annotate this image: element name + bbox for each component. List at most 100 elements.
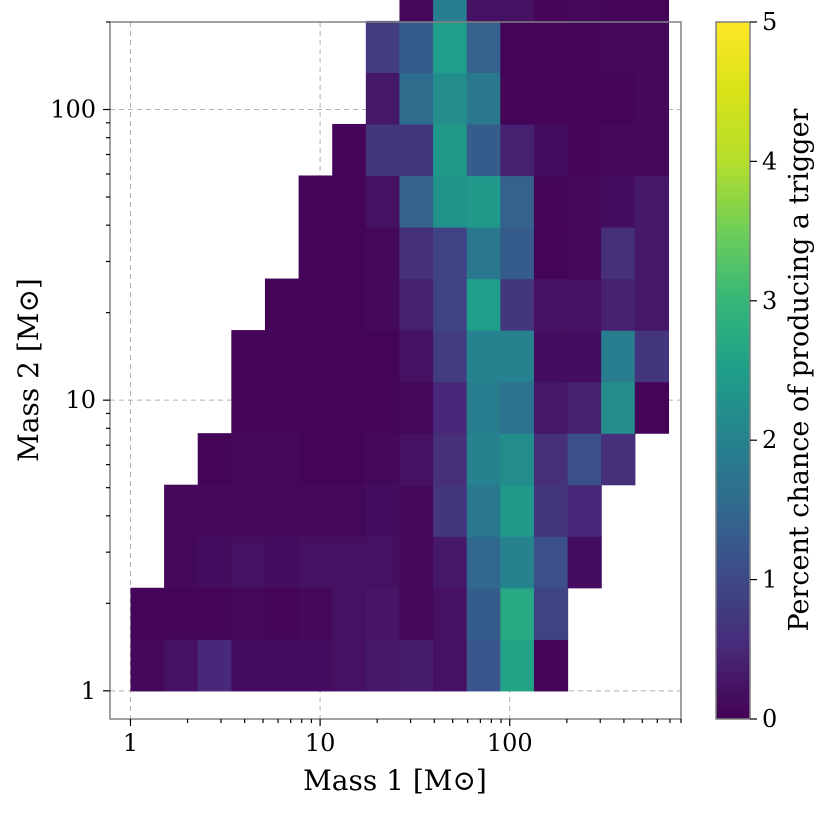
heatmap-cell-r10-c14 [601, 123, 636, 177]
heatmap-cell-r9-c11 [500, 175, 535, 228]
heatmap-cell-r2-c1 [164, 536, 199, 589]
heatmap-cell-r0-c3 [231, 639, 266, 692]
colorbar-tick-label-3: 3 [762, 287, 777, 315]
heatmap-cell-r1-c4 [264, 587, 300, 640]
heatmap-cell-r7-c9 [433, 278, 468, 331]
heatmap-cell-r4-c9 [433, 433, 468, 486]
heatmap-cell-r1-c3 [231, 587, 266, 640]
heatmap-cell-r6-c4 [264, 330, 300, 383]
heatmap-cell-r8-c12 [533, 227, 569, 280]
heatmap-cell-r10-c12 [533, 123, 569, 177]
heatmap-cell-r9-c12 [533, 175, 569, 228]
heatmap-cell-r2-c3 [231, 536, 266, 589]
heatmap-cell-r13-c9 [433, 0, 468, 22]
heatmap-cell-r0-c5 [298, 639, 333, 692]
heatmap-cell-r11-c14 [601, 72, 636, 125]
heatmap-cell-r6-c10 [466, 330, 501, 383]
heatmap-cell-r4-c3 [231, 433, 266, 486]
heatmap-cell-r12-c8 [399, 20, 434, 74]
heatmap-cell-r3-c4 [264, 484, 300, 537]
heatmap-cell-r1-c5 [298, 587, 333, 640]
heatmap-cell-r5-c4 [264, 381, 300, 434]
heatmap-cell-r1-c12 [533, 587, 569, 640]
heatmap-cell-r3-c12 [533, 484, 569, 537]
heatmap-cell-r12-c13 [567, 20, 602, 74]
heatmap-cell-r6-c11 [500, 330, 535, 383]
heatmap-cell-r10-c8 [399, 123, 434, 177]
heatmap-cell-r9-c5 [298, 175, 333, 228]
heatmap-cell-r4-c8 [399, 433, 434, 486]
heatmap-cell-r7-c4 [264, 278, 300, 331]
heatmap-cell-r12-c7 [365, 20, 401, 74]
heatmap-cell-r0-c0 [130, 639, 165, 692]
heatmap-cell-r9-c15 [634, 175, 670, 228]
heatmap-cell-r0-c11 [500, 639, 535, 692]
heatmap-cell-r3-c2 [197, 484, 232, 537]
heatmap-cell-r5-c7 [365, 381, 401, 434]
heatmap-cell-r11-c10 [466, 72, 501, 125]
heatmap-cell-r1-c11 [500, 587, 535, 640]
heatmap-cell-r5-c12 [533, 381, 569, 434]
heatmap-cell-r5-c3 [231, 381, 266, 434]
heatmap-cell-r7-c5 [298, 278, 333, 331]
heatmap-cell-r2-c6 [332, 536, 367, 589]
heatmap-cell-r6-c13 [567, 330, 602, 383]
heatmap-cell-r10-c15 [634, 123, 670, 177]
x-tick-label-0: 1 [123, 729, 138, 757]
heatmap-cell-r6-c5 [298, 330, 333, 383]
heatmap-cells [130, 0, 670, 692]
colorbar: 0 1 2 3 4 5 [715, 8, 777, 733]
heatmap-cell-r10-c6 [332, 123, 367, 177]
heatmap-cell-r2-c9 [433, 536, 468, 589]
heatmap-cell-r12-c10 [466, 20, 501, 74]
heatmap-cell-r8-c14 [601, 227, 636, 280]
plot-frame [109, 21, 682, 720]
heatmap-cell-r13-c8 [399, 0, 434, 22]
heatmap-cell-r4-c10 [466, 433, 501, 486]
heatmap-cell-r5-c9 [433, 381, 468, 434]
heatmap-cell-r2-c13 [567, 536, 602, 589]
heatmap-cell-r11-c9 [433, 72, 468, 125]
heatmap-cell-r1-c7 [365, 587, 401, 640]
heatmap-cell-r12-c11 [500, 20, 535, 74]
heatmap-cell-r3-c6 [332, 484, 367, 537]
heatmap-cell-r1-c6 [332, 587, 367, 640]
heatmap-cell-r6-c7 [365, 330, 401, 383]
colorbar-gradient [715, 21, 751, 720]
heatmap-cell-r8-c11 [500, 227, 535, 280]
heatmap-cell-r0-c1 [164, 639, 199, 692]
heatmap-cell-r7-c11 [500, 278, 535, 331]
heatmap-cell-r9-c10 [466, 175, 501, 228]
heatmap-cell-r13-c11 [500, 0, 535, 22]
heatmap-cell-r0-c7 [365, 639, 401, 692]
heatmap-cell-r0-c10 [466, 639, 501, 692]
heatmap-cell-r10-c10 [466, 123, 501, 177]
axis-ticks: 1 10 100 1 10 100 [50, 21, 682, 757]
heatmap-cell-r3-c13 [567, 484, 602, 537]
heatmap-cell-r6-c15 [634, 330, 670, 383]
x-axis-label: Mass 1 [M⊙] [303, 764, 487, 797]
heatmap-cell-r5-c5 [298, 381, 333, 434]
colorbar-tick-label-4: 4 [762, 147, 777, 175]
heatmap-cell-r7-c13 [567, 278, 602, 331]
heatmap-cell-r0-c12 [533, 639, 569, 692]
heatmap-cell-r7-c10 [466, 278, 501, 331]
y-tick-label-1: 10 [65, 386, 96, 414]
y-axis-label: Mass 2 [M⊙] [12, 278, 45, 462]
heatmap-cell-r2-c8 [399, 536, 434, 589]
heatmap-cell-r3-c1 [164, 484, 199, 537]
heatmap-cell-r3-c8 [399, 484, 434, 537]
x-tick-label-1: 10 [305, 729, 336, 757]
colorbar-tick-label-5: 5 [762, 8, 777, 36]
heatmap-cell-r7-c7 [365, 278, 401, 331]
heatmap-cell-r1-c2 [197, 587, 232, 640]
heatmap-cell-r8-c10 [466, 227, 501, 280]
heatmap-cell-r12-c15 [634, 20, 670, 74]
y-tick-label-0: 1 [81, 677, 96, 705]
heatmap-cell-r10-c9 [433, 123, 468, 177]
heatmap-cell-r11-c7 [365, 72, 401, 125]
heatmap-cell-r6-c9 [433, 330, 468, 383]
heatmap-cell-r8-c9 [433, 227, 468, 280]
heatmap-cell-r4-c2 [197, 433, 232, 486]
